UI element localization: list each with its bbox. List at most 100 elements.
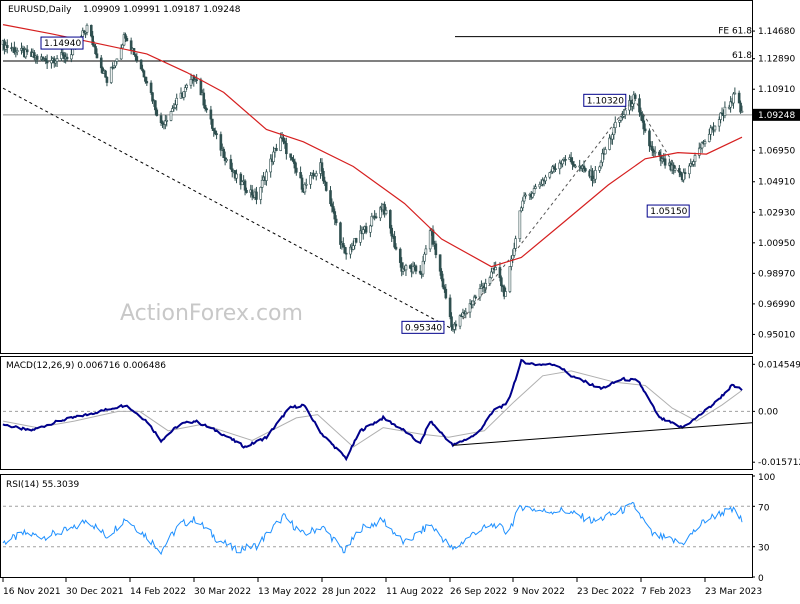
candle-body	[105, 76, 109, 83]
candle-body	[604, 149, 607, 155]
candle-body	[139, 59, 143, 70]
candle-body	[369, 225, 372, 233]
current-price-box	[753, 108, 800, 121]
rsi-tick-label: 0	[758, 574, 764, 584]
candle-body	[440, 270, 443, 280]
candle-body	[697, 147, 701, 156]
candle-body	[235, 173, 238, 179]
price-panel-frame	[0, 0, 753, 354]
candle-body	[361, 229, 365, 234]
candle-body	[717, 119, 721, 127]
candle-body	[155, 109, 159, 116]
candle-body	[498, 267, 502, 279]
candle-body	[408, 265, 412, 269]
candle-body	[55, 58, 59, 62]
candle-body	[393, 236, 396, 248]
candle-body	[50, 60, 53, 64]
candle-body	[199, 79, 203, 96]
candle-body	[554, 168, 557, 170]
candle-body	[504, 291, 507, 297]
candle-body	[421, 260, 425, 275]
candle-body	[663, 158, 667, 166]
x-tick-label: 7 Feb 2023	[641, 587, 691, 597]
candle-body	[343, 247, 347, 254]
candle-body	[441, 278, 445, 288]
price-annotation-box	[401, 320, 445, 334]
candle-body	[458, 315, 462, 327]
candle-body	[265, 171, 268, 181]
candle-body	[250, 189, 254, 196]
candle-body	[165, 120, 169, 122]
chart-ohlc: 1.09909 1.09991 1.09187 1.09248	[83, 5, 241, 15]
candle-body	[404, 265, 408, 271]
candle-body	[394, 246, 398, 250]
candle-body	[159, 115, 163, 123]
candle-body	[643, 128, 647, 132]
candle-body	[740, 110, 744, 113]
candle-body	[608, 137, 611, 150]
macd-panel: 0.014549 0.00 -0.015712	[2, 358, 800, 468]
candle-body	[639, 111, 643, 116]
candle-body	[388, 210, 392, 229]
candle-body	[330, 203, 334, 207]
candle-body	[135, 56, 139, 61]
price-tick-label: 0.95010	[758, 330, 795, 340]
candle-body	[519, 207, 523, 212]
candle-body	[571, 161, 574, 165]
candle-body	[359, 230, 362, 243]
candle-body	[488, 277, 492, 284]
candle-body	[478, 288, 482, 298]
candle-body	[700, 142, 704, 149]
candle-body	[384, 210, 388, 214]
candle-body	[25, 49, 29, 53]
candle-body	[582, 165, 586, 169]
candle-body	[598, 166, 601, 171]
candle-body	[65, 56, 69, 60]
candle-body	[500, 277, 503, 287]
candle-body	[212, 128, 216, 131]
candle-body	[312, 172, 315, 176]
candle-body	[508, 266, 512, 292]
rsi-line	[2, 501, 743, 556]
candle-body	[531, 193, 534, 198]
candle-body	[299, 172, 302, 179]
macd-panel-frame	[0, 356, 753, 470]
candle-body	[324, 181, 328, 191]
candle-body	[175, 97, 179, 106]
candle-body	[431, 229, 435, 245]
candle-body	[114, 61, 117, 67]
candle-body	[490, 271, 493, 278]
moving-average-line	[2, 24, 743, 268]
candle-body	[733, 92, 737, 95]
candle-body	[289, 153, 292, 158]
rsi-panel: 100 70 30 0	[2, 473, 775, 584]
candle-body	[443, 286, 446, 290]
candle-body	[379, 207, 382, 219]
candle-body	[211, 118, 214, 129]
rsi-panel-frame	[0, 474, 753, 578]
price-annotation-label: 1.14940	[44, 39, 81, 49]
candle-body	[149, 82, 153, 93]
candle-body	[574, 165, 577, 168]
rsi-title: RSI(14) 55.3039	[6, 480, 79, 490]
x-tick-label: 28 Jun 2022	[322, 587, 376, 597]
candle-body	[564, 159, 567, 161]
candle-body	[599, 161, 603, 168]
candle-body	[209, 109, 213, 120]
price-tick-label: 1.02930	[758, 208, 795, 218]
candle-body	[260, 179, 264, 188]
candle-body	[202, 92, 206, 106]
candle-body	[259, 187, 263, 200]
candle-body	[61, 52, 65, 56]
candle-body	[169, 111, 173, 121]
candle-body	[631, 103, 634, 107]
candle-body	[484, 283, 487, 289]
candle-body	[189, 79, 193, 86]
candle-body	[323, 180, 327, 183]
candle-body	[272, 151, 275, 162]
candle-body	[295, 167, 298, 173]
candle-body	[411, 266, 415, 273]
candle-body	[304, 183, 308, 186]
candle-body	[633, 94, 637, 99]
